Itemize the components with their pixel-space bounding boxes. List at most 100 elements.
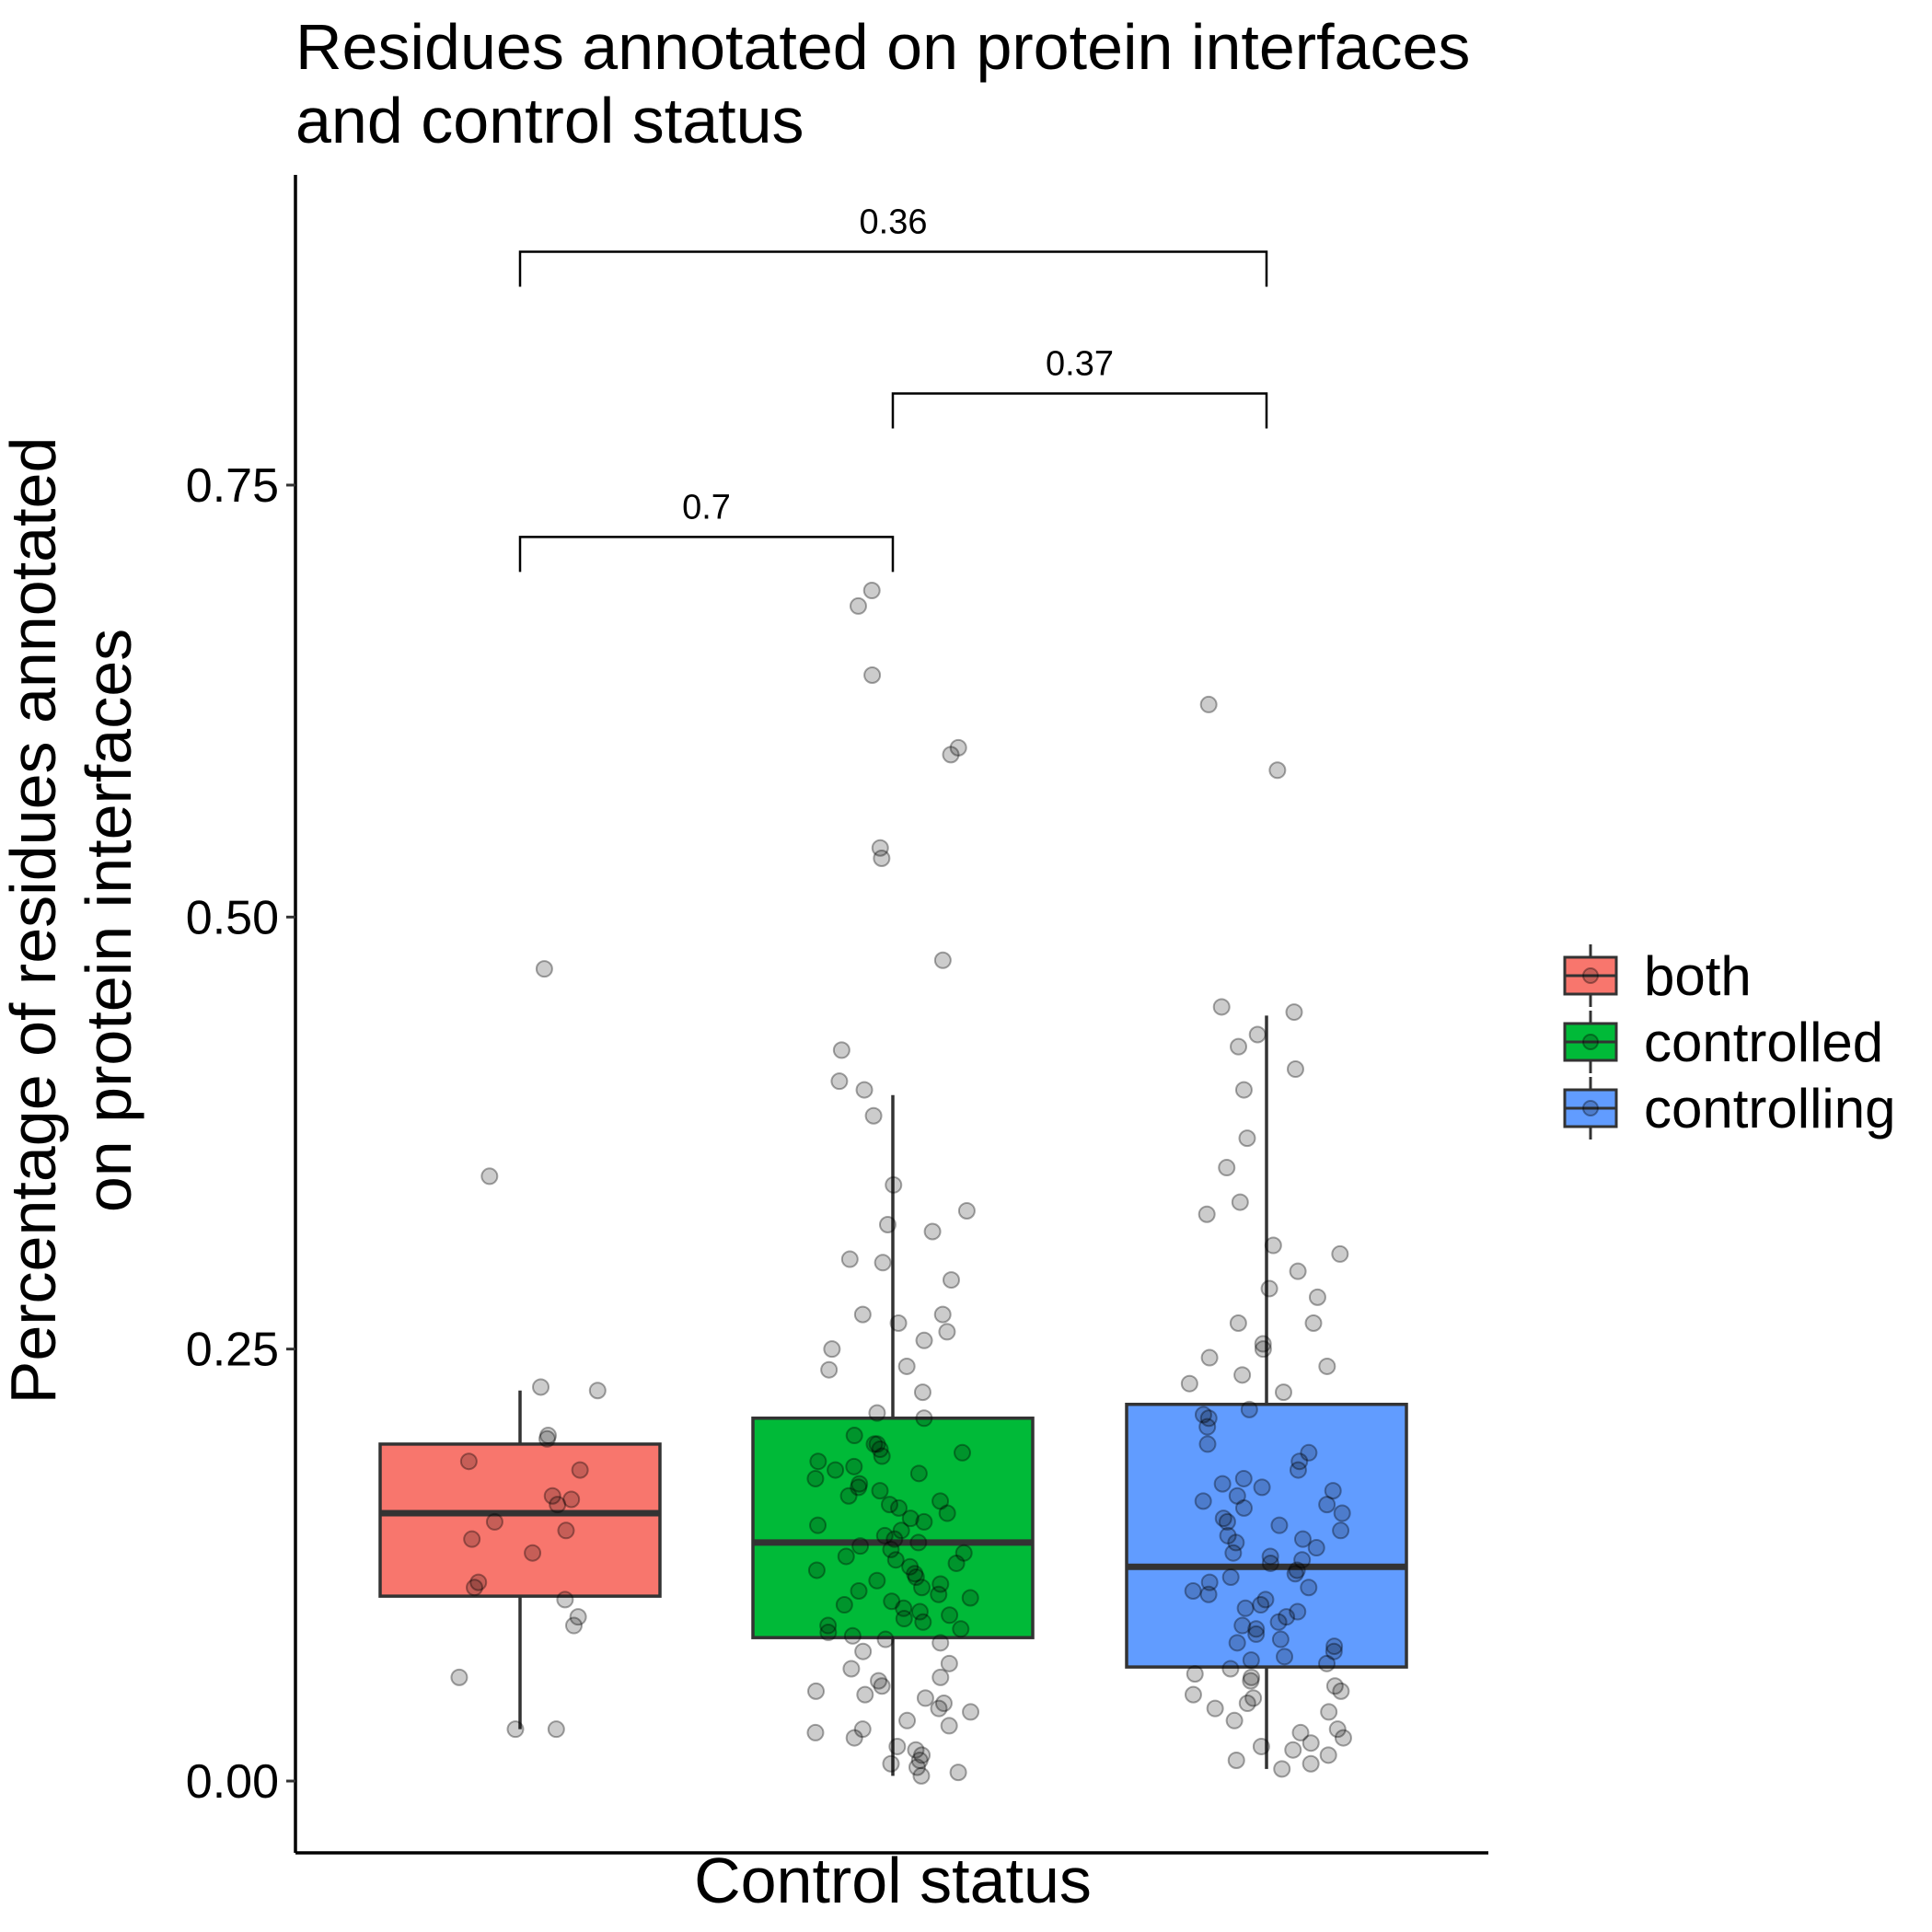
data-point xyxy=(845,1427,863,1445)
data-point xyxy=(961,1589,979,1607)
axes xyxy=(294,175,1488,1855)
data-point xyxy=(1328,1720,1347,1739)
data-point xyxy=(1194,1492,1212,1510)
box-controlled xyxy=(751,1417,1035,1639)
data-point xyxy=(506,1720,525,1739)
data-point xyxy=(1186,1665,1204,1683)
data-point xyxy=(942,1271,960,1290)
data-point xyxy=(524,1544,542,1562)
data-point xyxy=(871,839,889,857)
data-point xyxy=(1332,1682,1350,1700)
y-axis-title-line: Percentage of residues annotated xyxy=(0,437,69,1405)
data-point xyxy=(1325,1637,1344,1656)
title-line: and control status xyxy=(295,85,804,156)
data-point xyxy=(1260,1279,1278,1298)
data-point xyxy=(952,1620,970,1638)
data-point xyxy=(942,746,960,764)
data-point xyxy=(549,1496,567,1514)
data-point xyxy=(933,951,952,969)
data-point xyxy=(1256,1591,1275,1609)
data-point xyxy=(1242,1651,1260,1670)
data-point xyxy=(910,1751,929,1769)
data-point xyxy=(1285,1003,1303,1022)
data-point xyxy=(1228,1487,1246,1505)
data-point xyxy=(1307,1539,1325,1557)
data-point xyxy=(1301,1734,1320,1753)
data-point xyxy=(1230,1037,1248,1056)
data-point xyxy=(1261,1554,1279,1572)
data-point xyxy=(940,1717,958,1735)
legend-label-both: both xyxy=(1644,945,1752,1007)
data-point xyxy=(907,1741,925,1759)
data-point xyxy=(886,1551,905,1569)
legend-key-point xyxy=(1582,967,1599,984)
data-point xyxy=(1233,1366,1252,1384)
data-point xyxy=(1248,1025,1267,1044)
y-axis-ticks: 0.00 0.25 0.50 0.75 xyxy=(186,459,295,1809)
data-point xyxy=(930,1585,948,1603)
data-point xyxy=(806,1469,825,1487)
data-point xyxy=(535,960,553,978)
data-point xyxy=(873,1447,891,1465)
data-point xyxy=(466,1579,484,1597)
data-point xyxy=(907,1568,925,1586)
data-point xyxy=(1252,1737,1270,1755)
data-point xyxy=(1308,1288,1326,1306)
data-point xyxy=(873,1677,891,1695)
data-point xyxy=(539,1427,558,1445)
data-point xyxy=(875,1526,894,1544)
data-point xyxy=(1264,1236,1282,1255)
data-point xyxy=(1234,1081,1253,1099)
data-point xyxy=(931,1668,950,1686)
data-point xyxy=(868,1435,886,1453)
data-point xyxy=(556,1591,574,1609)
data-point xyxy=(1286,1060,1304,1079)
data-point xyxy=(1254,1340,1272,1359)
data-point xyxy=(853,1720,872,1739)
data-point xyxy=(543,1487,561,1505)
data-point xyxy=(1252,1596,1270,1614)
data-point xyxy=(819,1624,838,1642)
data-point xyxy=(1320,1703,1338,1721)
y-tick-label: 0.75 xyxy=(186,459,279,513)
data-point xyxy=(940,1654,958,1672)
data-point xyxy=(819,1616,838,1635)
data-point xyxy=(538,1429,556,1448)
data-point xyxy=(1242,1672,1260,1690)
comparison-brackets: 0.7 0.37 0.36 xyxy=(518,203,1268,573)
comparison-pvalue-label: 0.7 xyxy=(682,488,731,526)
data-point xyxy=(1244,1689,1263,1707)
data-point xyxy=(1286,1565,1304,1583)
data-point xyxy=(930,1699,948,1718)
data-point xyxy=(809,1516,827,1534)
data-point xyxy=(1197,1205,1216,1223)
data-point xyxy=(1236,1599,1255,1617)
data-point xyxy=(1228,1634,1246,1652)
data-point xyxy=(915,1409,933,1428)
data-point xyxy=(957,1201,976,1220)
data-point xyxy=(868,1404,886,1422)
data-point xyxy=(864,1106,883,1125)
data-point xyxy=(1184,1685,1202,1704)
data-point xyxy=(889,1314,908,1333)
chart-title: Residues annotated on protein interfaces… xyxy=(295,11,1470,156)
data-point xyxy=(882,1754,900,1773)
data-point xyxy=(1199,1585,1218,1603)
data-point xyxy=(1271,1630,1290,1649)
data-point xyxy=(1229,1314,1247,1333)
data-point xyxy=(840,1250,859,1268)
data-point xyxy=(1180,1374,1198,1393)
data-point xyxy=(1304,1314,1323,1333)
data-point xyxy=(1199,695,1218,713)
y-tick-label: 0.25 xyxy=(186,1324,279,1377)
y-axis-title-line: on protein interfaces xyxy=(73,629,145,1212)
data-point xyxy=(897,1357,916,1375)
data-point xyxy=(892,1521,910,1540)
data-point xyxy=(1198,1417,1217,1436)
data-point xyxy=(885,1175,903,1194)
data-point xyxy=(888,1737,907,1755)
data-point xyxy=(562,1490,581,1509)
y-tick-label: 0.50 xyxy=(186,891,279,944)
data-point xyxy=(569,1608,587,1626)
